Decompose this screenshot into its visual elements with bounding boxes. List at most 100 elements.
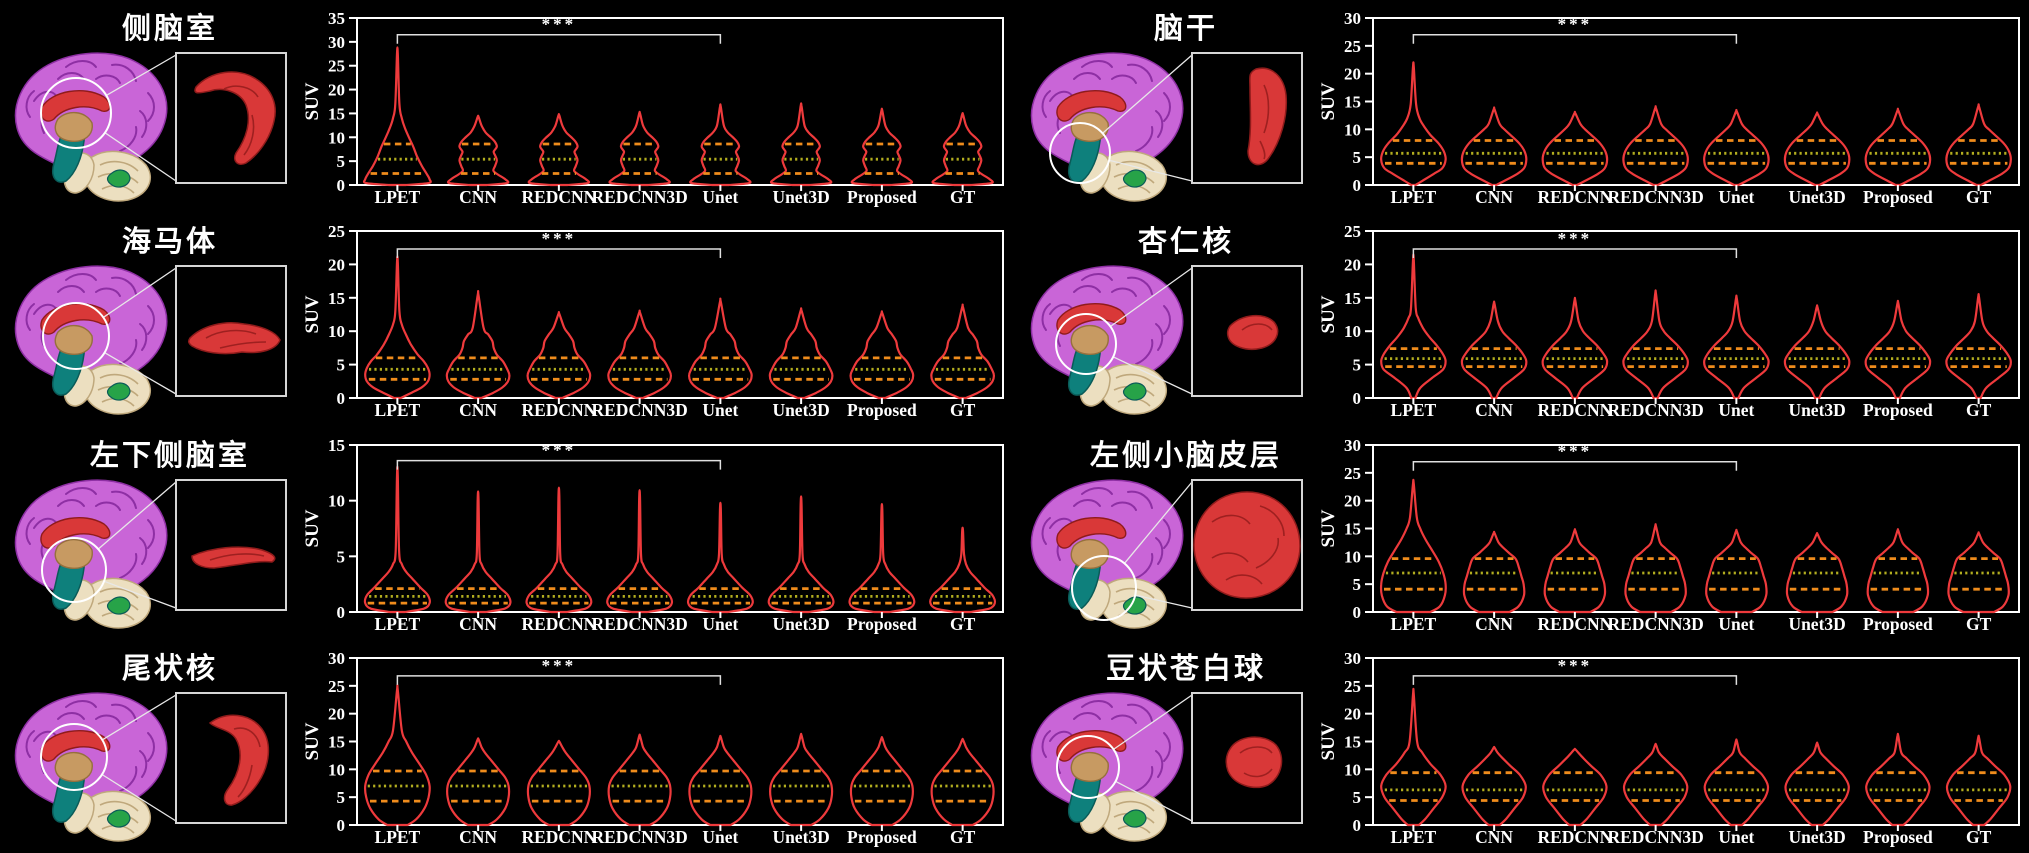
- y-tick-label: 30: [1344, 436, 1361, 455]
- violin-REDCNN3D: [607, 733, 672, 827]
- violin-REDCNN: [526, 310, 592, 400]
- x-tick-label-Unet3D: Unet3D: [1788, 614, 1845, 634]
- brain-gyrus: [119, 126, 138, 152]
- region-title-caudate-nucleus: 尾状核: [121, 653, 218, 685]
- x-tick-label-Unet3D: Unet3D: [772, 827, 829, 847]
- x-tick-label-LPET: LPET: [375, 400, 421, 420]
- brain-gyrus: [1163, 519, 1171, 549]
- significance-bracket: [1412, 33, 1738, 44]
- brain-cortex: [14, 692, 168, 815]
- inset-structure-texture: [237, 764, 253, 798]
- brain-gyrus: [139, 323, 148, 351]
- x-tick-label-REDCNN3D: REDCNN3D: [592, 614, 688, 634]
- x-tick-label-CNN: CNN: [1475, 614, 1513, 634]
- y-tick-label: 10: [1344, 547, 1361, 566]
- violin-Proposed: [1865, 732, 1931, 827]
- brain-illustration: [1030, 479, 1184, 629]
- violin-Unet3D: [1783, 111, 1851, 187]
- y-axis-label: SUV: [302, 295, 323, 333]
- significance-stars: ***: [1558, 656, 1593, 675]
- callout-line: [104, 132, 177, 182]
- x-tick-label-REDCNN: REDCNN: [1537, 400, 1612, 420]
- x-tick-label-LPET: LPET: [1391, 400, 1437, 420]
- x-tick-label-CNN: CNN: [459, 827, 497, 847]
- y-tick-label: 0: [1353, 389, 1362, 408]
- brain-gyrus: [119, 553, 138, 579]
- y-tick-label: 35: [328, 9, 345, 28]
- violin-REDCNN: [526, 739, 591, 827]
- brain-green-structure: [106, 382, 131, 401]
- y-axis-label: SUV: [302, 82, 323, 120]
- significance-stars: ***: [1558, 442, 1593, 461]
- brain-gyrus: [95, 287, 121, 297]
- cerebellum-fold: [99, 587, 139, 599]
- brain-gyrus: [1135, 126, 1154, 152]
- x-tick-label-REDCNN: REDCNN: [1537, 827, 1612, 847]
- anatomy-left-cerebellar-cortex: [1030, 479, 1303, 629]
- x-tick-label-CNN: CNN: [459, 400, 497, 420]
- brain-gyrus: [1081, 273, 1113, 281]
- anatomy-hippocampus: [14, 265, 287, 415]
- inset-structure-texture: [1259, 140, 1266, 160]
- brain-gyrus: [1155, 537, 1164, 565]
- brain-gyrus: [25, 730, 35, 758]
- brain-illustration: [14, 52, 168, 202]
- x-tick-label-REDCNN: REDCNN: [1537, 614, 1612, 634]
- y-tick-label: 0: [1353, 816, 1362, 835]
- brain-illustration: [1030, 52, 1184, 202]
- anatomy-amygdala: [1030, 265, 1303, 415]
- y-tick-label: 15: [328, 733, 345, 752]
- x-tick-label-GT: GT: [950, 827, 976, 847]
- highlight-circle: [1071, 555, 1137, 621]
- brain-gyrus: [1073, 499, 1101, 507]
- brain-illustration: [1030, 265, 1184, 415]
- y-tick-label: 5: [1353, 148, 1362, 167]
- y-tick-label: 0: [1353, 603, 1362, 622]
- y-tick-label: 10: [328, 322, 345, 341]
- brain-gyrus: [65, 487, 97, 495]
- region-title-hippocampus: 海马体: [121, 226, 218, 258]
- region-title-amygdala: 杏仁核: [1137, 226, 1234, 258]
- violin-Unet: [1703, 294, 1770, 400]
- y-tick-label: 25: [1344, 37, 1361, 56]
- region-title-lateral-ventricle: 侧脑室: [121, 13, 218, 45]
- y-tick-label: 25: [1344, 222, 1361, 241]
- callout-line: [104, 352, 177, 395]
- x-tick-label-GT: GT: [1966, 614, 1992, 634]
- brain-thalamus: [1070, 539, 1109, 569]
- y-tick-label: 25: [1344, 464, 1361, 483]
- x-tick-label-REDCNN: REDCNN: [1537, 187, 1612, 207]
- inset-box: [175, 479, 287, 611]
- highlight-circle: [40, 77, 112, 149]
- region-title-brainstem: 脑干: [1153, 13, 1218, 45]
- callout-line: [1112, 356, 1193, 395]
- x-tick-label-REDCNN: REDCNN: [521, 187, 596, 207]
- brain-illustration: [14, 479, 168, 629]
- y-tick-label: 10: [328, 128, 345, 147]
- inset-structure-texture: [1211, 552, 1249, 563]
- violin-GT: [929, 526, 997, 614]
- brain-thalamus: [54, 752, 93, 782]
- y-tick-label: 0: [1353, 176, 1362, 195]
- brain-gyrus: [1155, 750, 1164, 778]
- callout-line: [105, 54, 177, 96]
- brain-highlighted-structure: [1056, 303, 1127, 335]
- brain-gyrus: [1163, 92, 1171, 122]
- violin-REDCNN3D: [1622, 105, 1689, 187]
- y-tick-label: 20: [1344, 705, 1361, 724]
- inset-structure-texture: [1263, 84, 1270, 134]
- violin-Unet3D: [767, 495, 835, 614]
- y-tick-label: 0: [337, 389, 346, 408]
- violin-Proposed: [848, 502, 916, 614]
- x-tick-label-GT: GT: [950, 187, 976, 207]
- brain-gyrus: [1163, 732, 1171, 762]
- x-tick-label-Unet: Unet: [1718, 187, 1754, 207]
- violin-REDCNN: [1543, 528, 1607, 614]
- brain-gyrus: [57, 72, 85, 80]
- brain-gyrus: [139, 537, 148, 565]
- brain-thalamus: [54, 112, 93, 142]
- violin-Proposed: [850, 107, 914, 187]
- brain-gyrus: [1081, 60, 1113, 68]
